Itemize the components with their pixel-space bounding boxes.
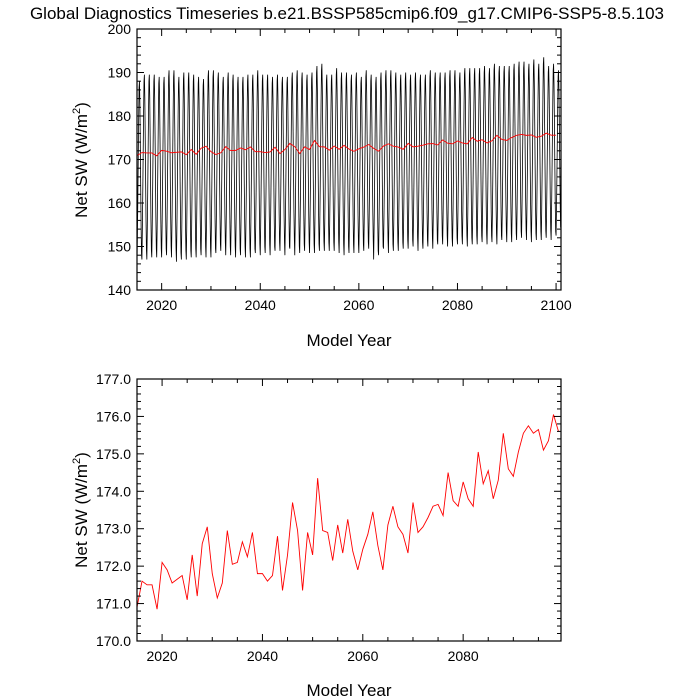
bottom-plot-frame <box>136 378 562 642</box>
top-y-tick-label: 170 <box>108 152 132 168</box>
top-x-tick-label: 2100 <box>540 297 571 313</box>
top-y-tick-label: 150 <box>108 239 132 255</box>
top-y-axis-label-main: Net SW (W/m <box>72 114 91 218</box>
top-x-tick-label: 2080 <box>442 297 473 313</box>
bottom-y-axis-label-superscript: 2 <box>71 458 83 464</box>
top-annual-net-sw-line <box>136 132 557 157</box>
bottom-x-tick-label: 2080 <box>448 648 479 664</box>
bottom-y-tick-label: 170.0 <box>96 633 131 649</box>
bottom-y-tick-label: 173.0 <box>96 521 131 537</box>
bottom-x-axis-label: Model Year <box>306 681 391 700</box>
top-y-tick-label: 190 <box>108 65 132 81</box>
top-x-tick-label: 2020 <box>146 297 177 313</box>
bottom-x-tick-label: 2060 <box>347 648 378 664</box>
figure-title: Global Diagnostics Timeseries b.e21.BSSP… <box>30 4 664 23</box>
bottom-panel: 2020 2040 2060 2080 170.0 171.0 172.0 173.0 174.… <box>71 371 562 700</box>
top-y-axis-label-superscript: 2 <box>71 108 83 114</box>
bottom-y-tick-label: 174.0 <box>96 483 131 499</box>
top-y-tick-label: 140 <box>108 282 132 298</box>
monthly-net-sw-line <box>136 57 561 264</box>
bottom-y-axis-label-main: Net SW (W/m <box>72 464 91 568</box>
bottom-y-axis-label: Net SW (W/m2) <box>71 452 91 568</box>
top-y-axis-label-close: ) <box>72 102 91 108</box>
bottom-x-tick-label: 2040 <box>247 648 278 664</box>
top-x-axis-label: Model Year <box>306 331 391 350</box>
top-y-axis-label: Net SW (W/m2) <box>71 102 91 218</box>
top-x-tick-label: 2060 <box>343 297 374 313</box>
bottom-y-axis-label-close: ) <box>72 452 91 458</box>
bottom-y-tick-label: 176.0 <box>96 408 131 424</box>
bottom-y-tick-label: 171.0 <box>96 596 131 612</box>
top-panel: 2020 2040 2060 2080 2100 140 150 160 170 180 190 20… <box>71 21 572 350</box>
bottom-y-tick-label: 172.0 <box>96 558 131 574</box>
bottom-annual-net-sw-line <box>136 414 559 610</box>
top-y-tick-label: 180 <box>108 108 132 124</box>
bottom-y-tick-label: 177.0 <box>96 371 131 387</box>
top-y-tick-label: 200 <box>108 21 132 37</box>
bottom-y-tick-label: 175.0 <box>96 446 131 462</box>
top-y-tick-label: 160 <box>108 195 132 211</box>
top-x-tick-label: 2040 <box>245 297 276 313</box>
bottom-x-tick-label: 2020 <box>147 648 178 664</box>
